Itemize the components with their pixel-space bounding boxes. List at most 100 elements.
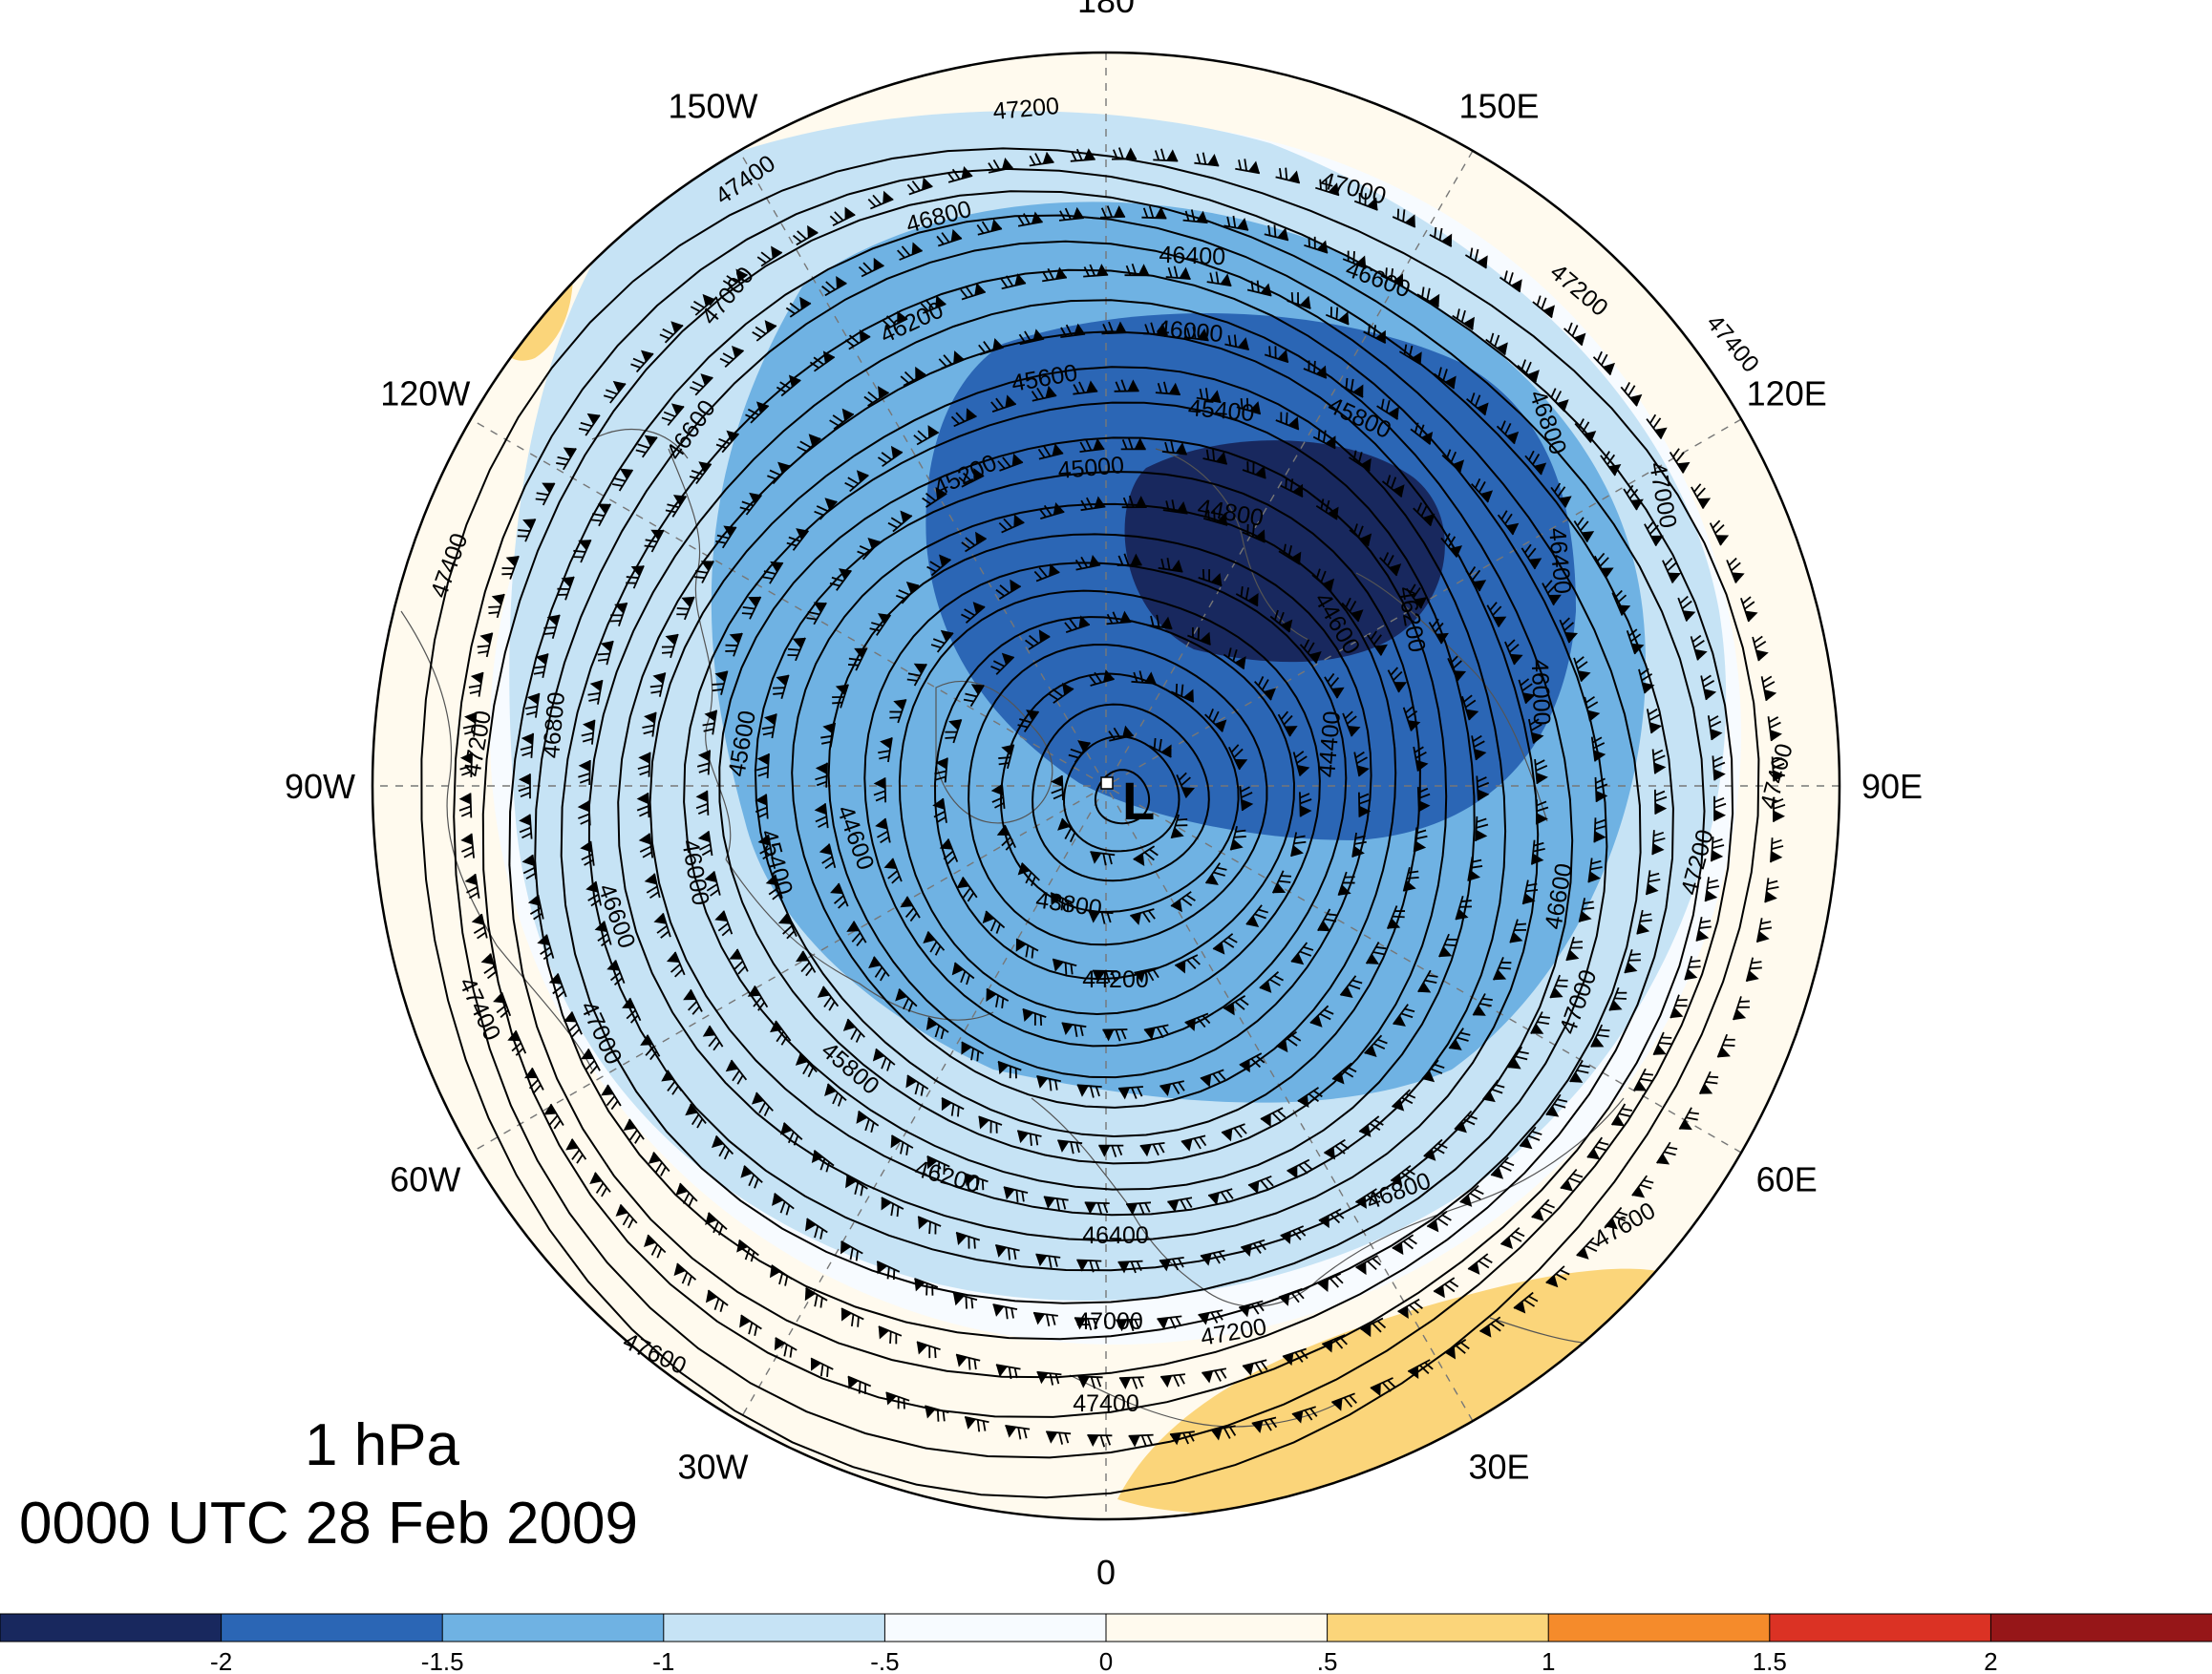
wind-barb [1291, 1406, 1318, 1424]
wind-barb [1645, 870, 1661, 896]
wind-barb [1448, 1028, 1471, 1050]
wind-barb [1161, 440, 1187, 456]
wind-barbs [458, 147, 1786, 1448]
wind-barb [1475, 816, 1489, 841]
wind-barb [1035, 1253, 1061, 1268]
wind-barb [857, 537, 881, 561]
wind-barb [1390, 1164, 1415, 1187]
wind-barb [1182, 209, 1208, 224]
wind-barb [878, 737, 893, 763]
colorbar-swatch [1327, 1613, 1550, 1642]
wind-barb [1101, 321, 1127, 335]
wind-barb [847, 1375, 872, 1394]
wind-barb [806, 602, 827, 625]
wind-barb [1620, 381, 1643, 407]
wind-barb [729, 948, 749, 975]
wind-barb [661, 633, 679, 659]
wind-barb [1207, 1188, 1234, 1205]
wind-barb [1496, 420, 1520, 445]
wind-barb [1224, 334, 1249, 351]
wind-barb [1355, 1255, 1382, 1276]
wind-barb [1610, 1103, 1632, 1127]
wind-barb [1271, 870, 1291, 894]
wind-barb [527, 894, 544, 921]
wind-barb [581, 719, 596, 745]
wind-barb [1623, 484, 1644, 511]
wind-barb [1573, 517, 1595, 543]
wind-barb [462, 711, 478, 737]
wind-barb [955, 1231, 981, 1249]
wind-barb [1638, 667, 1655, 694]
wind-barb [1312, 429, 1336, 450]
wind-barb [1767, 716, 1782, 742]
wind-barb [1413, 502, 1436, 527]
wind-barb [1278, 543, 1302, 565]
wind-barb [1198, 1309, 1223, 1325]
wind-barb [644, 873, 661, 900]
wind-barb [1578, 898, 1595, 922]
wind-barb [1472, 993, 1493, 1016]
wind-barb [772, 1192, 795, 1216]
contour-label: 44200 [1082, 966, 1149, 993]
wind-barb [587, 679, 604, 705]
wind-barb [1180, 1134, 1207, 1152]
geopotential-height-contours [420, 147, 1760, 1499]
wind-barb [1421, 1059, 1445, 1083]
wind-barb [916, 1341, 941, 1359]
wind-barb [1651, 749, 1667, 774]
wind-barb [1242, 1359, 1268, 1376]
wind-barb [740, 1165, 763, 1189]
valid-time-caption: 0000 UTC 28 Feb 2009 [19, 1491, 638, 1557]
wind-barb [869, 613, 892, 636]
wind-barb [1755, 918, 1773, 943]
wind-barb [1200, 1069, 1226, 1088]
wind-barb [926, 554, 951, 577]
wind-barb [1662, 557, 1682, 583]
wind-barb [739, 492, 763, 516]
wind-barb [589, 1172, 611, 1197]
wind-barb [580, 840, 595, 866]
wind-barb [535, 482, 556, 506]
colorbar-tick-label: 0 [1099, 1647, 1113, 1674]
wind-barb [1155, 381, 1180, 396]
wind-barb [689, 461, 713, 485]
wind-barb [1360, 1317, 1387, 1338]
wind-barb [1380, 267, 1404, 287]
wind-barb [950, 408, 977, 428]
wind-barb [1465, 565, 1487, 592]
wind-barb [1464, 247, 1488, 269]
wind-barb [1354, 1188, 1381, 1209]
wind-barb [1492, 957, 1512, 981]
wind-barb [1088, 910, 1114, 924]
wind-barb [1549, 974, 1568, 999]
wind-barb [1433, 1277, 1459, 1299]
wind-barb [471, 913, 488, 940]
wind-barb [1041, 266, 1068, 283]
wind-barb [1340, 377, 1364, 398]
wind-barb [930, 629, 954, 653]
wind-barb [1275, 167, 1301, 184]
wind-barb [666, 951, 686, 978]
wind-barb [952, 1292, 978, 1309]
wind-barb [1160, 1373, 1186, 1388]
wind-barb [795, 1052, 818, 1078]
wind-barb [612, 468, 634, 492]
wind-barb [917, 1216, 942, 1235]
wind-barb [537, 934, 555, 961]
wind-barb [938, 350, 965, 370]
wind-barb [1771, 756, 1785, 782]
wind-barb [1315, 498, 1339, 520]
wind-barb [695, 790, 710, 816]
wind-barb [964, 1173, 989, 1191]
low-center-marker: L [1100, 771, 1155, 831]
wind-barb [1087, 1433, 1113, 1448]
wind-barb [961, 602, 986, 624]
colorbar-swatch [1547, 1613, 1771, 1642]
wind-barb [1100, 205, 1126, 219]
wind-barb [951, 962, 975, 985]
wind-barb [1471, 734, 1487, 761]
wind-barb [1275, 1030, 1302, 1053]
wind-barb [1426, 1210, 1452, 1233]
wind-barb [1594, 552, 1614, 579]
wind-barb [875, 817, 891, 844]
